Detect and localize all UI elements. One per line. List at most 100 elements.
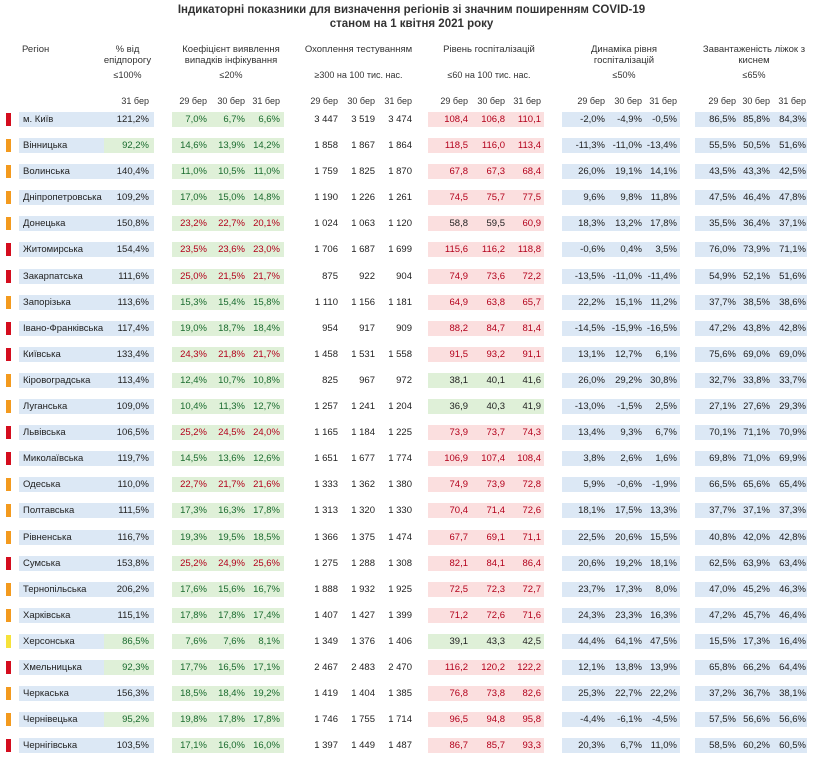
- detection-value: 7,6%: [223, 635, 245, 647]
- cell-background: [104, 190, 154, 206]
- cell-background: [562, 581, 680, 597]
- dynamics-value: 6,7%: [620, 740, 642, 752]
- cell-background: [562, 503, 680, 519]
- dynamics-value: 23,7%: [578, 583, 605, 595]
- dynamics-value: 16,3%: [650, 609, 677, 621]
- table-row: Тернопільська 206,2% 17,6% 15,6% 16,7% 1 888 1…: [0, 581, 823, 607]
- data-table: м. Київ 121,2% 7,0% 6,7% 6,6% 3 447 3 519 3 474…: [0, 111, 823, 763]
- detection-value: 17,8%: [253, 505, 280, 517]
- detection-value: 17,8%: [218, 714, 245, 726]
- oxygen-bed-value: 47,0%: [709, 583, 736, 595]
- oxygen-bed-value: 56,6%: [743, 714, 770, 726]
- detection-value: 10,4%: [180, 401, 207, 413]
- dynamics-value: 26,0%: [578, 166, 605, 178]
- cell-background: [428, 607, 544, 623]
- testing-value: 1 024: [314, 218, 338, 230]
- detection-value: 18,5%: [180, 688, 207, 700]
- dynamics-value: 22,7%: [615, 688, 642, 700]
- hospitalization-value: 72,5: [449, 583, 469, 595]
- cell-background: [104, 555, 154, 571]
- region-name: Черкаська: [23, 688, 69, 700]
- cell-background: [19, 555, 105, 571]
- cell-background: [19, 216, 105, 232]
- day-header: 30 бер: [742, 96, 770, 106]
- cell-background: [695, 503, 807, 519]
- detection-value: 10,7%: [218, 374, 245, 386]
- oxygen-bed-value: 45,2%: [743, 583, 770, 595]
- testing-value: 1 110: [314, 296, 338, 308]
- cell-background: [562, 242, 680, 258]
- threshold-value: 110,0%: [117, 479, 149, 491]
- status-indicator: [6, 217, 11, 231]
- cell-background: [104, 372, 154, 388]
- detection-value: 19,8%: [180, 714, 207, 726]
- cell-background: [19, 503, 105, 519]
- oxygen-bed-value: 62,5%: [709, 557, 736, 569]
- cell-background: [695, 581, 807, 597]
- cell-background: [562, 529, 680, 545]
- detection-value: 22,7%: [180, 479, 207, 491]
- hospitalization-value: 94,8: [486, 714, 506, 726]
- dynamics-value: 3,5%: [655, 244, 677, 256]
- threshold-value: 133,4%: [116, 348, 149, 360]
- testing-value: 1 867: [351, 140, 375, 152]
- detection-value: 21,5%: [218, 270, 245, 282]
- threshold-value: 154,4%: [116, 244, 149, 256]
- testing-value: 1 156: [351, 296, 375, 308]
- dynamics-value: 44,4%: [578, 635, 605, 647]
- cell-background: [19, 451, 105, 467]
- hospitalization-value: 73,7: [486, 427, 506, 439]
- status-indicator: [6, 165, 11, 179]
- header-region: Регіон: [22, 44, 50, 55]
- hospitalization-value: 93,3: [522, 740, 542, 752]
- oxygen-bed-value: 69,9%: [779, 453, 806, 465]
- testing-value: 3 447: [314, 114, 338, 125]
- threshold-value: 92,3%: [122, 661, 149, 673]
- dynamics-value: 18,1%: [650, 557, 677, 569]
- testing-value: 1 407: [314, 609, 338, 621]
- detection-value: 16,0%: [218, 740, 245, 752]
- dynamics-value: -13,4%: [646, 140, 677, 152]
- oxygen-bed-value: 60,5%: [779, 740, 806, 752]
- dynamics-value: -11,3%: [575, 140, 605, 152]
- header-testing: Охоплення тестуванням: [304, 44, 413, 55]
- status-indicator: [6, 191, 11, 205]
- header-hosp-limit: ≤60 на 100 тис. нас.: [447, 70, 531, 80]
- testing-value: 904: [396, 270, 412, 282]
- dynamics-value: -1,5%: [617, 401, 642, 413]
- detection-value: 17,0%: [180, 192, 207, 204]
- detection-value: 18,7%: [218, 322, 245, 334]
- testing-value: 1 888: [314, 583, 338, 595]
- dynamics-value: 19,2%: [615, 557, 642, 569]
- testing-value: 1 825: [351, 166, 375, 178]
- cell-background: [172, 216, 284, 232]
- hospitalization-value: 84,1: [486, 557, 506, 569]
- testing-value: 1 427: [351, 609, 375, 621]
- table-row: Чернівецька 95,2% 19,8% 17,8% 17,8% 1 746 1 75…: [0, 711, 823, 737]
- status-indicator: [6, 373, 11, 387]
- hospitalization-value: 60,9: [522, 218, 542, 230]
- testing-value: 1 932: [351, 583, 375, 595]
- threshold-value: 111,6%: [118, 270, 149, 282]
- detection-value: 11,0%: [180, 166, 207, 178]
- dynamics-value: 47,5%: [650, 635, 677, 647]
- cell-background: [172, 399, 284, 415]
- detection-value: 17,1%: [253, 661, 280, 673]
- cell-background: [19, 738, 105, 754]
- detection-value: 17,6%: [180, 583, 207, 595]
- oxygen-bed-value: 52,1%: [743, 270, 770, 282]
- hospitalization-value: 71,4: [486, 505, 506, 517]
- cell-background: [172, 294, 284, 310]
- cell-background: [562, 216, 680, 232]
- hospitalization-value: 58,8: [449, 218, 469, 230]
- oxygen-bed-value: 46,4%: [743, 192, 770, 204]
- testing-value: 3 474: [388, 114, 412, 125]
- dynamics-value: 14,1%: [650, 166, 677, 178]
- status-indicator: [6, 739, 11, 753]
- dynamics-value: 22,5%: [578, 531, 605, 543]
- hospitalization-value: 36,9: [449, 401, 469, 413]
- cell-background: [428, 164, 544, 180]
- dynamics-value: 25,3%: [578, 688, 605, 700]
- oxygen-bed-value: 65,6%: [743, 479, 770, 491]
- hospitalization-value: 84,7: [486, 322, 506, 334]
